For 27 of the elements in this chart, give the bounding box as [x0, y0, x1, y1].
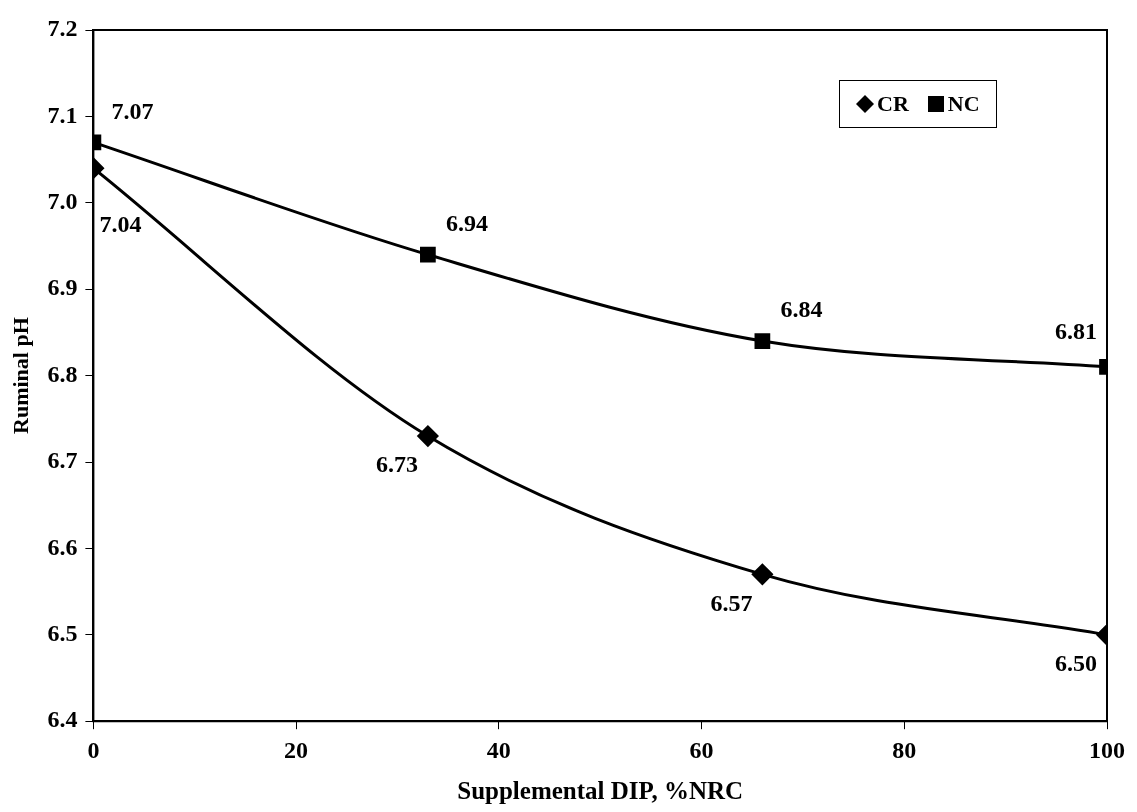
- data-label: 6.81: [1055, 318, 1097, 345]
- data-label: 6.94: [445, 209, 488, 236]
- y-tick-label: 6.4: [47, 706, 78, 733]
- x-tick-label: 0: [87, 736, 100, 763]
- x-axis-title: Supplemental DIP, %NRC: [457, 777, 744, 805]
- y-tick-label: 7.1: [47, 101, 78, 128]
- x-tick-label: 100: [1089, 736, 1125, 763]
- data-label: 6.57: [710, 589, 753, 616]
- legend-label: NC: [947, 91, 980, 117]
- x-tick-label: 60: [689, 736, 714, 763]
- y-tick-label: 6.6: [47, 533, 78, 560]
- y-axis-title: Ruminal pH: [7, 317, 33, 434]
- data-label: 6.73: [375, 451, 418, 478]
- legend-label: CR: [877, 91, 909, 117]
- data-label: 7.04: [99, 211, 142, 238]
- data-label: 6.84: [780, 296, 823, 323]
- y-tick-label: 6.8: [47, 360, 78, 387]
- y-tick-label: 7.0: [47, 188, 78, 214]
- y-tick-label: 7.2: [47, 15, 78, 42]
- y-tick-label: 6.9: [47, 274, 78, 301]
- x-tick-label: 80: [892, 736, 917, 763]
- data-label: 6.50: [1055, 650, 1097, 676]
- y-tick-label: 6.7: [47, 447, 78, 474]
- data-label: 7.07: [111, 97, 154, 124]
- x-tick-label: 20: [284, 736, 309, 763]
- x-tick-label: 40: [486, 736, 511, 763]
- y-tick-label: 6.5: [47, 620, 78, 646]
